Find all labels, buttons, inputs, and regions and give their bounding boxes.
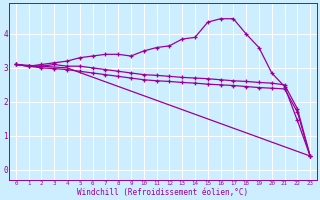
X-axis label: Windchill (Refroidissement éolien,°C): Windchill (Refroidissement éolien,°C) <box>77 188 249 197</box>
